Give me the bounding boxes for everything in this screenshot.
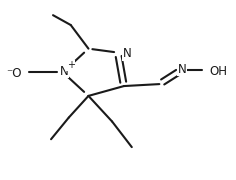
- Text: +: +: [67, 60, 75, 70]
- Text: ⁻O: ⁻O: [6, 67, 21, 80]
- Text: N: N: [123, 47, 132, 60]
- Text: OH: OH: [210, 65, 228, 78]
- Text: N: N: [59, 65, 68, 78]
- Text: N: N: [178, 63, 186, 76]
